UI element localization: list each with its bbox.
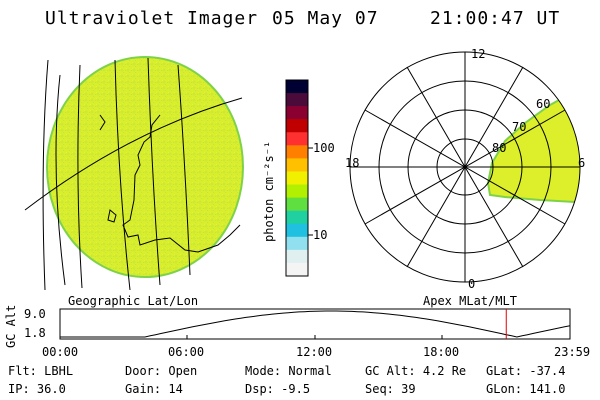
info-dsp: Dsp: -9.5 [245, 382, 311, 396]
info-glon: GLon: 141.0 [486, 382, 566, 396]
polar-grid [349, 51, 581, 283]
info-glat-value: -37.4 [529, 364, 566, 378]
colorbar-tick-10: 10 [313, 228, 328, 242]
altitude-ylabel: GC Alt [4, 304, 18, 348]
colorbar-swatch [286, 158, 308, 172]
info-glat: GLat: -37.4 [486, 364, 566, 378]
mlt-label-6: 6 [578, 156, 586, 170]
time-label: 21:00:47 UT [430, 8, 561, 29]
info-seq-value: 39 [401, 382, 416, 396]
uv-image-disk [46, 56, 244, 278]
info-gain: Gain: 14 [125, 382, 183, 396]
colorbar-swatch [286, 80, 308, 94]
mlt-label-18: 18 [345, 156, 360, 170]
altitude-xtick-0000: 00:00 [42, 345, 79, 359]
colorbar-swatch [286, 132, 308, 146]
altitude-plot-frame [59, 308, 571, 340]
info-ip: IP: 36.0 [8, 382, 66, 396]
apex-caption: Apex MLat/MLT [423, 294, 517, 308]
info-gc-alt: GC Alt: 4.2 Re [365, 364, 467, 378]
info-gc-alt-value: 4.2 Re [422, 364, 467, 378]
colorbar-swatch [286, 210, 308, 225]
colorbar-swatch [286, 171, 308, 186]
info-flt: Flt: LBHL [8, 364, 74, 378]
mlt-label-0: 0 [468, 277, 476, 291]
colorbar-swatch [286, 145, 308, 159]
info-door: Door: Open [125, 364, 198, 378]
polar-plot [349, 51, 581, 283]
altitude-ytick-high: 9.0 [24, 307, 46, 321]
colorbar-swatch [286, 106, 308, 120]
info-gain-value: 14 [168, 382, 183, 396]
info-ip-value: 36.0 [36, 382, 66, 396]
lat-label-60: 60 [536, 97, 551, 111]
altitude-xtick-1800: 18:00 [423, 345, 460, 359]
info-mode: Mode: Normal [245, 364, 332, 378]
lat-label-70: 70 [512, 120, 527, 134]
geographic-image-panel [24, 56, 244, 290]
lat-label-80: 80 [492, 141, 507, 155]
altitude-ytick-low: 1.8 [24, 326, 46, 340]
info-flt-value: LBHL [44, 364, 74, 378]
date-label: 05 May 07 [272, 8, 379, 29]
colorbar-swatch [286, 184, 308, 199]
colorbar-tick-100: 100 [313, 141, 335, 155]
geographic-caption: Geographic Lat/Lon [68, 294, 199, 308]
colorbar-swatch [286, 93, 308, 107]
colorbar-swatch [286, 262, 308, 277]
colorbar-swatch [286, 249, 308, 264]
colorbar-swatch [286, 223, 308, 238]
info-dsp-value: -9.5 [281, 382, 311, 396]
meridian-lines [42, 57, 191, 290]
colorbar-swatch [286, 119, 308, 133]
altitude-xtick-1200: 12:00 [296, 345, 333, 359]
polar-image-region [486, 91, 580, 204]
colorbar-unit-label: photon cm⁻²s⁻¹ [262, 140, 276, 242]
mlt-label-12: 12 [471, 47, 486, 61]
altitude-plot [59, 308, 571, 340]
colorbar-swatch [286, 197, 308, 212]
altitude-xtick-2359: 23:59 [554, 345, 591, 359]
coastline [122, 114, 241, 253]
altitude-curve [60, 310, 571, 338]
instrument-title: Ultraviolet Imager [45, 8, 259, 29]
info-glon-value: 141.0 [529, 382, 566, 396]
info-door-value: Open [168, 364, 198, 378]
colorbar-swatch [286, 236, 308, 251]
altitude-xtick-0600: 06:00 [168, 345, 205, 359]
colorbar [285, 79, 313, 277]
info-mode-value: Normal [288, 364, 332, 378]
info-seq: Seq: 39 [365, 382, 416, 396]
latitude-line [24, 97, 243, 211]
altitude-ticks [59, 335, 571, 339]
